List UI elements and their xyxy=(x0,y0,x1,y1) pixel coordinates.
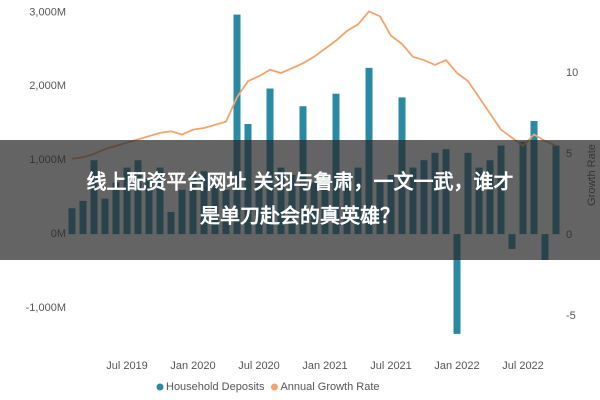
y2-tick-label: -5 xyxy=(566,310,576,322)
y2-tick-label: 10 xyxy=(566,67,578,79)
x-tick-label: Jul 2020 xyxy=(238,360,280,372)
x-tick-label: Jan 2022 xyxy=(434,360,479,372)
x-tick-label: Jul 2022 xyxy=(502,360,544,372)
bar xyxy=(453,234,461,334)
bar xyxy=(233,14,241,235)
legend-label: Annual Growth Rate xyxy=(280,381,379,393)
banner xyxy=(0,140,600,260)
banner-text: 是单刀赴会的真英雄？ xyxy=(199,204,400,228)
banner-text: 线上配资平台网址 关羽与鲁肃，一文一武，谁才 xyxy=(87,170,514,194)
y-tick-label: 2,000M xyxy=(29,80,66,92)
y-tick-label: -1,000M xyxy=(26,302,66,314)
x-tick-label: Jul 2021 xyxy=(370,360,412,372)
line xyxy=(71,10,557,160)
legend-marker xyxy=(270,383,278,391)
x-tick-label: Jul 2019 xyxy=(106,360,148,372)
y-tick-label: 3,000M xyxy=(29,6,66,18)
x-tick-label: Jan 2020 xyxy=(170,360,215,372)
x-tick-label: Jan 2021 xyxy=(302,360,347,372)
legend-marker xyxy=(156,383,164,391)
legend-label: Household Deposits xyxy=(166,381,265,393)
